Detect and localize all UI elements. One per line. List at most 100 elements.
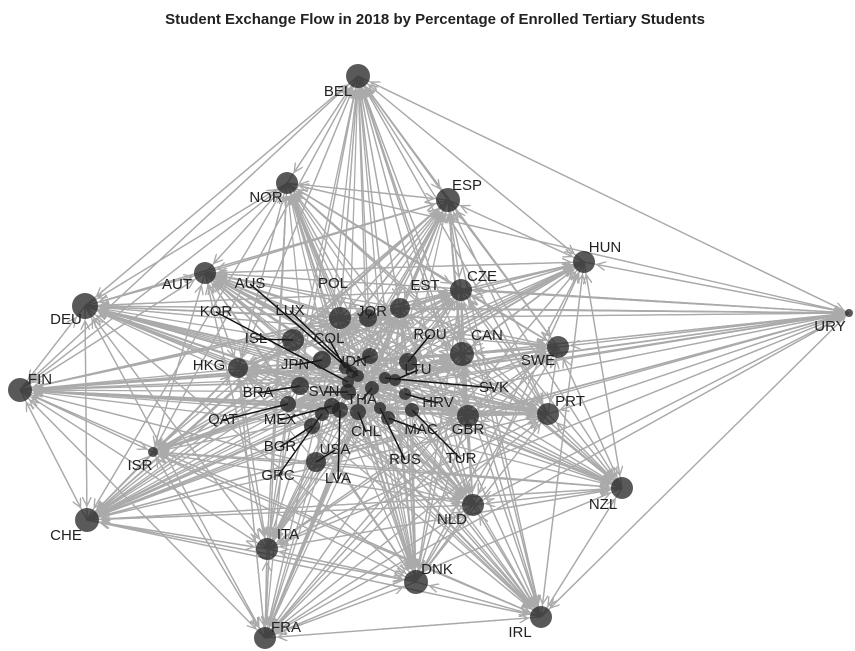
edge bbox=[266, 212, 442, 550]
node-label: BGR bbox=[264, 438, 297, 455]
leader-line bbox=[337, 409, 341, 480]
node bbox=[530, 606, 552, 628]
edge bbox=[357, 411, 532, 607]
node bbox=[359, 309, 377, 327]
edge bbox=[464, 303, 542, 618]
leader-line bbox=[249, 283, 353, 373]
node bbox=[228, 358, 248, 378]
node-label: SVK bbox=[479, 379, 509, 396]
node bbox=[462, 494, 484, 516]
node bbox=[350, 404, 366, 420]
edge bbox=[264, 356, 549, 639]
edge bbox=[160, 387, 373, 450]
edge bbox=[85, 321, 87, 521]
node-label: HUN bbox=[589, 239, 622, 256]
node-label: CAN bbox=[471, 327, 503, 344]
edge bbox=[472, 316, 844, 506]
edge bbox=[369, 85, 585, 263]
edge bbox=[99, 312, 239, 369]
edge bbox=[159, 455, 542, 618]
edge bbox=[152, 88, 351, 453]
edge bbox=[159, 455, 417, 583]
edge bbox=[557, 423, 623, 489]
edge bbox=[480, 422, 623, 489]
edge bbox=[264, 319, 395, 639]
edge bbox=[218, 275, 401, 309]
node-label: KOR bbox=[200, 303, 233, 320]
edge bbox=[86, 384, 359, 521]
node-label: RUS bbox=[389, 451, 421, 468]
node-label: DEU bbox=[50, 311, 82, 328]
edge bbox=[540, 499, 615, 618]
node bbox=[306, 452, 326, 472]
edge bbox=[266, 315, 843, 550]
edge bbox=[99, 385, 301, 513]
edge bbox=[86, 489, 609, 521]
edge bbox=[586, 275, 623, 489]
node-label: ITA bbox=[277, 526, 299, 543]
edge bbox=[264, 366, 454, 639]
node bbox=[332, 402, 348, 418]
edge bbox=[415, 358, 551, 583]
node bbox=[256, 538, 278, 560]
edge bbox=[469, 300, 623, 489]
node-label: EST bbox=[410, 277, 439, 294]
edge bbox=[266, 403, 289, 625]
edge bbox=[266, 490, 609, 550]
edge bbox=[370, 390, 417, 583]
edge bbox=[204, 193, 278, 274]
edge bbox=[351, 325, 623, 489]
edge bbox=[19, 191, 277, 391]
edge bbox=[264, 493, 610, 639]
node bbox=[611, 477, 633, 499]
node-label: ISL bbox=[245, 330, 268, 347]
edge bbox=[273, 461, 317, 538]
node-label: URY bbox=[814, 318, 845, 335]
edge bbox=[264, 426, 459, 639]
node-label: BEL bbox=[324, 83, 352, 100]
node bbox=[573, 251, 595, 273]
edge bbox=[454, 213, 549, 415]
node bbox=[313, 351, 331, 369]
edge bbox=[19, 86, 348, 391]
edge bbox=[405, 319, 542, 618]
edge bbox=[264, 422, 538, 639]
edge bbox=[84, 190, 276, 307]
edge bbox=[157, 458, 266, 639]
node bbox=[537, 403, 559, 425]
edge bbox=[297, 192, 549, 415]
edge bbox=[321, 413, 531, 608]
node-label: USA bbox=[320, 441, 351, 458]
edge bbox=[26, 402, 88, 521]
edge bbox=[292, 195, 341, 319]
node-label: JOR bbox=[357, 303, 387, 320]
edge bbox=[540, 275, 582, 618]
edge bbox=[99, 311, 359, 413]
edge bbox=[429, 586, 542, 618]
node bbox=[381, 411, 395, 425]
edge bbox=[98, 317, 369, 512]
node bbox=[315, 407, 329, 421]
edge bbox=[415, 274, 578, 583]
node-label: CHE bbox=[50, 527, 82, 544]
edge bbox=[264, 316, 844, 639]
title: Student Exchange Flow in 2018 by Percent… bbox=[165, 11, 705, 28]
node bbox=[450, 279, 472, 301]
node bbox=[282, 329, 304, 351]
edge bbox=[92, 319, 266, 639]
node-label: CHL bbox=[351, 423, 381, 440]
node-label: THA bbox=[347, 391, 377, 408]
edge bbox=[86, 194, 280, 521]
edge bbox=[371, 82, 850, 314]
node bbox=[352, 370, 364, 382]
node bbox=[72, 293, 98, 319]
edge bbox=[30, 400, 266, 639]
node bbox=[404, 570, 428, 594]
edge bbox=[461, 314, 843, 355]
node bbox=[304, 418, 320, 434]
edge bbox=[315, 90, 356, 463]
edge bbox=[264, 618, 528, 639]
edge bbox=[101, 522, 268, 550]
node bbox=[547, 336, 569, 358]
